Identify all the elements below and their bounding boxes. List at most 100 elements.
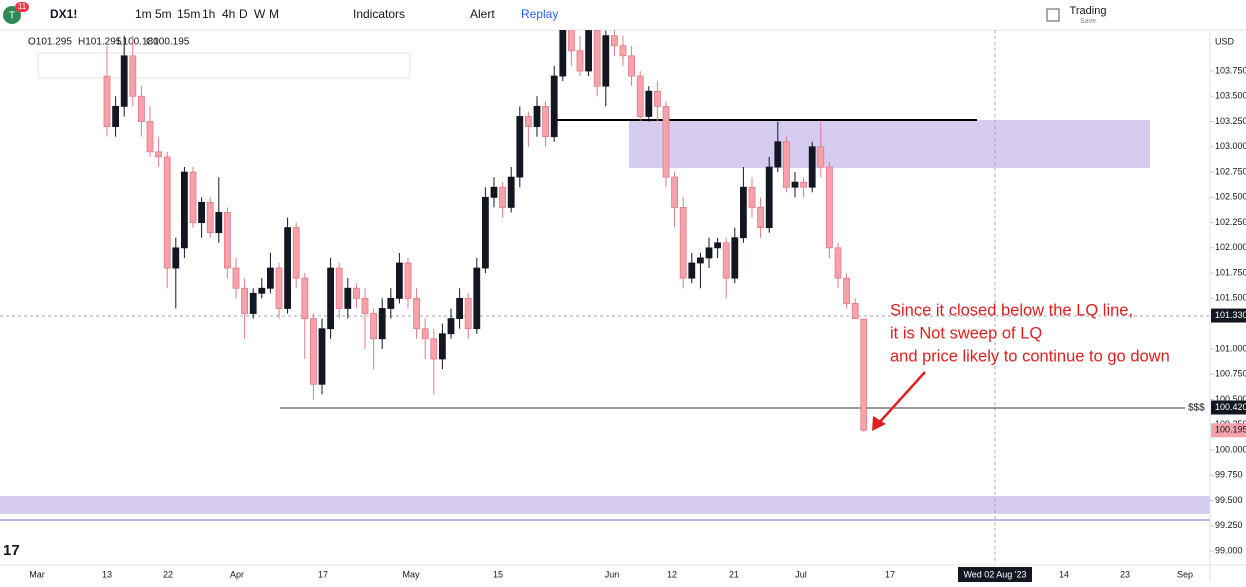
candle-body — [757, 207, 764, 229]
candle-body — [499, 186, 507, 208]
x-tick-label: Mar — [29, 569, 45, 579]
avatar-letter: T — [9, 11, 15, 22]
candle-body — [748, 186, 756, 208]
candle-body — [843, 277, 850, 304]
x-tick-label: 13 — [102, 569, 112, 579]
x-tick-label: Sep — [1177, 569, 1193, 579]
candle-body — [318, 328, 326, 385]
candle-body — [714, 242, 721, 249]
interval-button[interactable]: M — [269, 7, 279, 21]
candle-body — [585, 30, 592, 72]
candle-body — [826, 166, 833, 249]
layout-icon[interactable] — [1046, 8, 1060, 22]
candle-body — [834, 247, 842, 279]
interval-button[interactable]: D — [239, 7, 248, 21]
candle-body — [258, 287, 266, 294]
candle-body — [155, 151, 163, 158]
candle-body — [568, 30, 575, 52]
candle-body — [232, 267, 240, 289]
price-badge-label: 100.195 — [1215, 425, 1246, 435]
interval-button[interactable]: W — [254, 7, 266, 21]
candle-body — [344, 287, 352, 309]
y-tick-label: 103.750 — [1215, 65, 1246, 75]
candle-body — [783, 141, 790, 188]
ohlc-value: O101.295 — [28, 37, 72, 48]
interval-button[interactable]: 4h — [222, 7, 235, 21]
candle-body — [352, 287, 360, 299]
candle-body — [602, 35, 610, 87]
candle-body — [120, 55, 128, 107]
candle-body — [438, 333, 446, 360]
candle-body — [808, 146, 816, 188]
candle-body — [722, 242, 730, 279]
candle-body — [645, 90, 653, 117]
candle-body — [284, 227, 292, 309]
x-tick-label: 17 — [318, 569, 328, 579]
candle-body — [851, 303, 859, 319]
interval-button[interactable]: 5m — [155, 7, 172, 21]
candle-body — [335, 267, 343, 309]
candle-body — [146, 121, 154, 153]
x-tick-label: 12 — [667, 569, 677, 579]
alert-button[interactable]: Alert — [470, 7, 495, 21]
currency: USD — [1215, 36, 1235, 46]
candle-body — [370, 313, 378, 340]
candle-body — [628, 55, 635, 77]
candle-body — [395, 262, 403, 299]
symbol[interactable]: DX1! — [50, 7, 77, 21]
candle-body — [671, 176, 678, 208]
crosshair-date-bg — [958, 567, 1032, 582]
x-tick-label: 22 — [163, 569, 173, 579]
candle-body — [619, 45, 627, 57]
candle-body — [765, 166, 773, 229]
supply-zone — [629, 120, 1150, 168]
candle-body — [301, 277, 309, 319]
candle-body — [292, 227, 300, 279]
y-tick-label: 99.000 — [1215, 545, 1243, 555]
candle-body — [516, 116, 524, 178]
interval-button[interactable]: 15m — [177, 7, 200, 21]
y-tick-label: 103.250 — [1215, 116, 1246, 126]
y-tick-label: 101.500 — [1215, 293, 1246, 303]
price-badge — [1211, 400, 1246, 415]
y-tick-label: 99.250 — [1215, 520, 1243, 530]
candle-body — [490, 186, 498, 198]
y-tick-label: 101.750 — [1215, 267, 1246, 277]
y-tick-label: 101.000 — [1215, 343, 1246, 353]
candle-body — [791, 181, 799, 188]
drawing-toolbar[interactable] — [37, 52, 411, 79]
y-tick-label: 99.500 — [1215, 495, 1243, 505]
candle-body — [103, 75, 111, 127]
interval-button[interactable]: 1m — [135, 7, 152, 21]
x-tick-label: 15 — [493, 569, 503, 579]
candle-body — [593, 30, 601, 87]
badge — [15, 2, 29, 12]
candle-body — [198, 201, 206, 223]
arrow — [877, 371, 926, 425]
candle-body — [430, 338, 438, 360]
candle-body — [800, 181, 807, 188]
x-tick-label: Apr — [230, 569, 244, 579]
candle-body — [378, 308, 386, 340]
trading-label[interactable]: Trading — [1070, 5, 1107, 17]
candle-body — [697, 257, 704, 264]
candle-body — [688, 262, 696, 279]
candle-body — [129, 55, 137, 97]
candle-body — [180, 171, 188, 249]
x-tick-label: 17 — [885, 569, 895, 579]
price-badge-label: 100.420 — [1215, 402, 1246, 412]
top-toolbar — [0, 0, 1246, 30]
candle-body — [112, 105, 119, 127]
candle-body — [550, 75, 558, 138]
annotation: Since it closed below the LQ line, — [890, 301, 1133, 319]
y-tick-label: 102.000 — [1215, 242, 1246, 252]
interval-button[interactable]: 1h — [202, 7, 215, 21]
candle-body — [576, 50, 584, 72]
candle-body — [662, 105, 670, 178]
candle-body — [559, 30, 567, 77]
candle-body — [654, 90, 661, 107]
indicators-button[interactable]: Indicators — [353, 7, 405, 21]
candle-body — [533, 105, 541, 127]
replay-button[interactable]: Replay — [521, 7, 558, 21]
